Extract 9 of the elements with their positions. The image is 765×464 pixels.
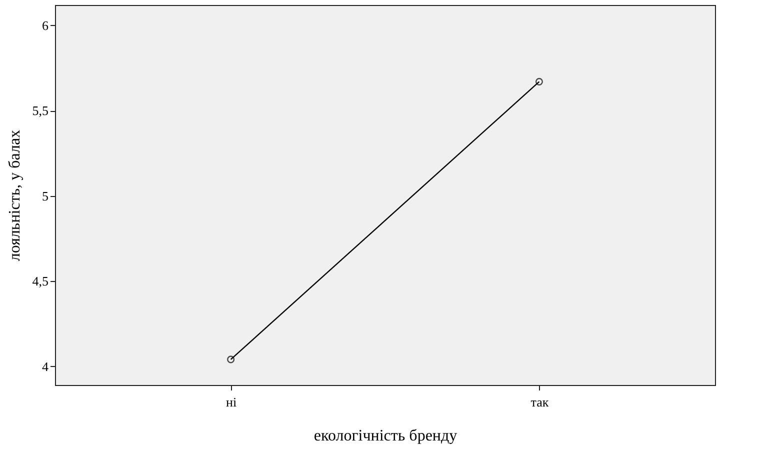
- y-tick-label: 6: [42, 18, 49, 33]
- x-tick-label: ні: [226, 394, 237, 410]
- y-axis-title: лояльність, у балах: [6, 130, 24, 262]
- x-tick-label: так: [530, 394, 550, 410]
- y-tick-label: 4,5: [32, 274, 48, 289]
- x-axis-title: екологічність бренду: [314, 428, 458, 444]
- y-tick-label: 5: [42, 188, 48, 204]
- y-tick-label: 4: [42, 358, 49, 374]
- y-tick-label: 5,5: [32, 103, 48, 118]
